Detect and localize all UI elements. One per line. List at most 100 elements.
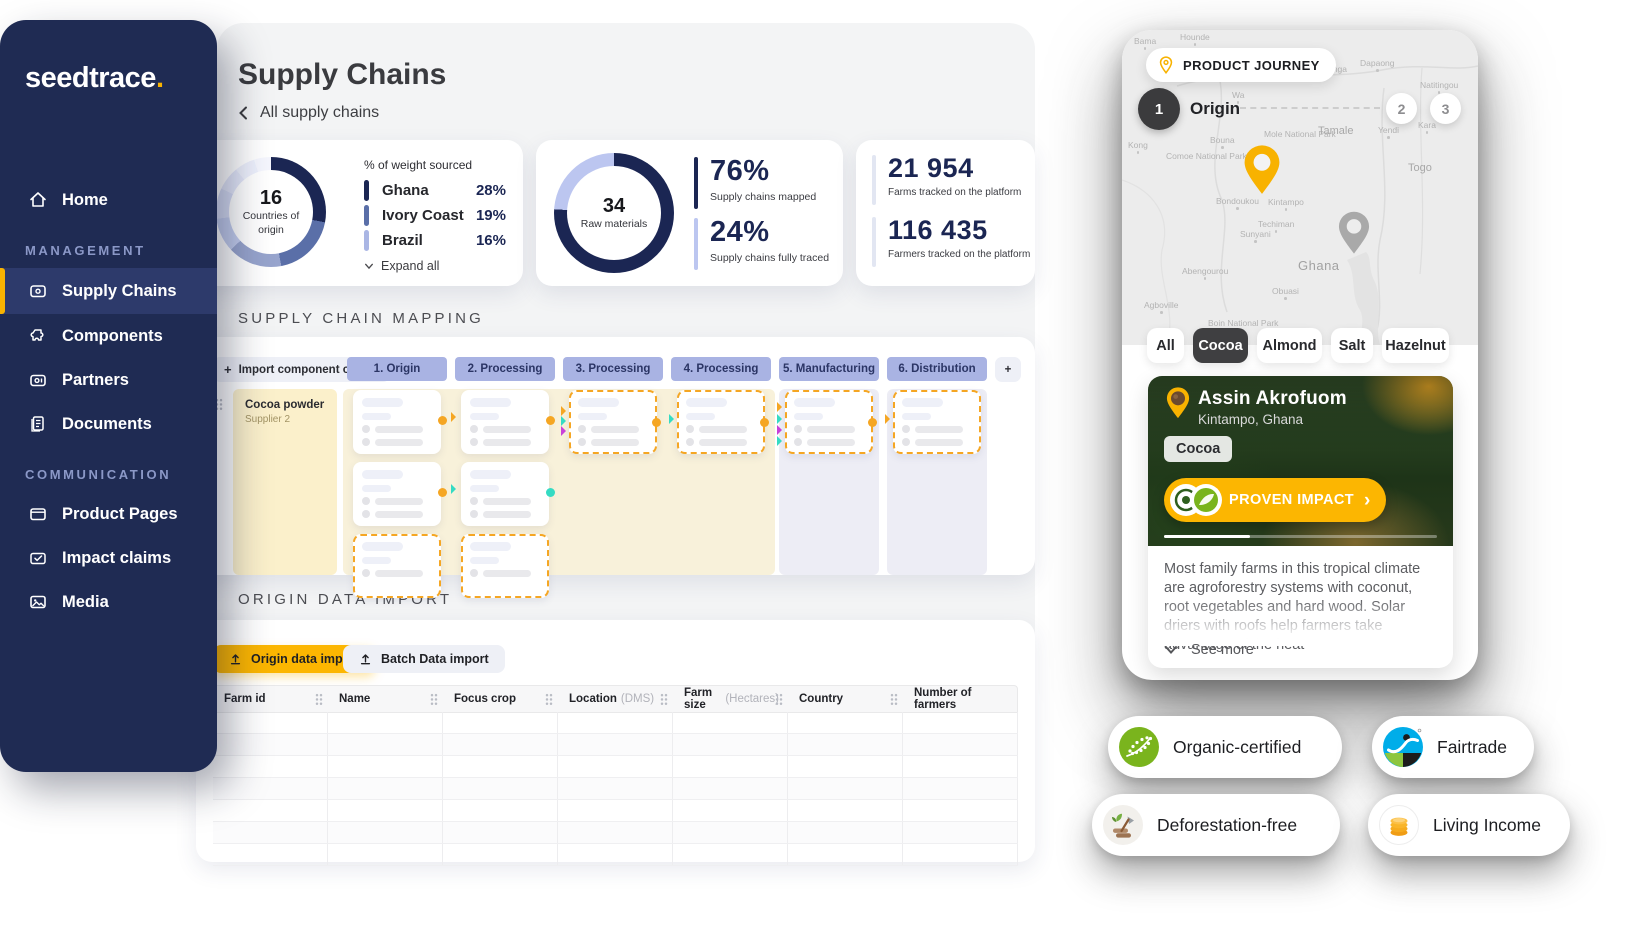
map[interactable]: Bama Hounde Bolgatanga Dapaong Wa Mole N… <box>1122 30 1478 345</box>
origin-map-pin[interactable] <box>1240 144 1284 196</box>
column-header-processing-2[interactable]: 2. Processing <box>455 357 555 381</box>
plus-icon: + <box>1004 363 1012 376</box>
filter-chip-hazelnut[interactable]: Hazelnut <box>1382 328 1449 363</box>
breadcrumb[interactable]: All supply chains <box>238 104 379 122</box>
map-label: Tamale <box>1318 125 1354 137</box>
column-header-number-of-farmers[interactable]: Number of farmers <box>914 687 972 711</box>
sidebar-item-label: Product Pages <box>62 504 178 523</box>
node-card[interactable] <box>353 462 447 526</box>
see-more-button[interactable]: See more <box>1164 642 1254 658</box>
filter-chip-all[interactable]: All <box>1147 328 1184 363</box>
proven-impact-button[interactable]: PROVEN IMPACT › <box>1164 478 1387 522</box>
badge-living-income[interactable]: Living Income <box>1368 794 1570 856</box>
column-header-manufacturing[interactable]: 5. Manufacturing <box>779 357 879 381</box>
column-header-distribution[interactable]: 6. Distribution <box>887 357 987 381</box>
secondary-map-pin[interactable] <box>1335 210 1373 256</box>
badge-fairtrade[interactable]: Fairtrade <box>1372 716 1534 778</box>
journey-step-3[interactable]: 3 <box>1430 93 1461 124</box>
column-drag-handle[interactable] <box>890 693 898 706</box>
farm-pin-badge <box>1166 387 1190 419</box>
legend-item: Ivory Coast 19% <box>364 203 506 228</box>
map-label: Wa <box>1232 90 1244 104</box>
sidebar-item-home[interactable]: Home <box>0 178 217 222</box>
node-card[interactable] <box>885 390 981 454</box>
impact-claims-icon <box>30 552 46 565</box>
materials-donut-chart: 34 Raw materials <box>554 153 674 273</box>
map-label: Dapaong <box>1360 58 1395 72</box>
node-card[interactable] <box>777 390 877 454</box>
badge-deforestation-free[interactable]: Deforestation-free <box>1092 794 1340 856</box>
connector-dot <box>438 488 447 497</box>
table-row <box>213 800 1018 822</box>
stat-card-materials: 34 Raw materials 76% Supply chains mappe… <box>536 140 843 286</box>
connector-arrow <box>777 425 787 435</box>
sidebar-item-product-pages[interactable]: Product Pages <box>0 492 217 536</box>
column-drag-handle[interactable] <box>315 693 323 706</box>
node-card[interactable] <box>353 390 447 454</box>
journey-step-1-label: Origin <box>1190 99 1241 118</box>
column-drag-handle[interactable] <box>545 693 553 706</box>
upload-icon <box>230 653 241 664</box>
sidebar-item-documents[interactable]: Documents <box>0 402 217 446</box>
sidebar: seedtrace. Home MANAGEMENT Supply Chains… <box>0 20 217 772</box>
node-card[interactable] <box>353 534 441 598</box>
node-card[interactable] <box>461 534 549 598</box>
map-label: Kong <box>1128 140 1148 154</box>
sidebar-item-impact-claims[interactable]: Impact claims <box>0 536 217 580</box>
sidebar-item-partners[interactable]: Partners <box>0 358 217 402</box>
donut-center: 16 Countries of origin <box>216 157 326 267</box>
column-header-processing-4[interactable]: 4. Processing <box>671 357 771 381</box>
sidebar-item-label: Documents <box>62 414 152 433</box>
chevron-down-icon <box>1165 646 1177 654</box>
map-label: Comoe National Park <box>1166 151 1247 161</box>
metric-farms: 21 954 Farms tracked on the platform <box>872 155 1021 205</box>
column-header-processing-3[interactable]: 3. Processing <box>563 357 663 381</box>
column-header-origin[interactable]: 1. Origin <box>347 357 447 381</box>
node-card[interactable] <box>451 462 555 526</box>
row-drag-handle[interactable] <box>215 398 223 411</box>
farm-card[interactable]: Assin Akrofuom Kintampo, Ghana Cocoa PRO… <box>1148 376 1453 668</box>
column-drag-handle[interactable] <box>775 693 783 706</box>
node-card[interactable] <box>669 390 769 454</box>
column-drag-handle[interactable] <box>660 693 668 706</box>
node-card[interactable] <box>561 390 661 454</box>
column-header-country[interactable]: Country <box>789 686 904 712</box>
table-row <box>213 712 1018 734</box>
component-name: Cocoa powder <box>245 399 325 411</box>
sidebar-item-supply-chains[interactable]: Supply Chains <box>0 268 217 314</box>
journey-dashed-line <box>1240 107 1380 109</box>
sidebar-item-label: Media <box>62 592 109 611</box>
sidebar-item-components[interactable]: Components <box>0 314 217 358</box>
component-row-label[interactable]: Cocoa powder Supplier 2 <box>233 389 337 575</box>
filter-chip-almond[interactable]: Almond <box>1257 328 1322 363</box>
column-header-farm-id[interactable]: Farm id <box>214 686 329 712</box>
column-header-location[interactable]: Location (DMS) <box>559 686 674 712</box>
materials-count: 34 <box>602 194 626 217</box>
filter-chip-salt[interactable]: Salt <box>1331 328 1373 363</box>
product-pages-icon <box>30 508 46 521</box>
journey-step-1[interactable]: 1 <box>1138 88 1180 130</box>
column-header-focus-crop[interactable]: Focus crop <box>444 686 559 712</box>
node-card[interactable] <box>451 390 555 454</box>
video-progress-bar[interactable] <box>1164 535 1437 538</box>
connector-arrow <box>777 436 787 446</box>
column-header-farm-size[interactable]: Farm size (Hectares) <box>674 686 789 712</box>
batch-data-import-button[interactable]: Batch Data import <box>343 645 505 673</box>
sidebar-item-media[interactable]: Media <box>0 580 217 624</box>
expand-all-button[interactable]: Expand all <box>364 259 506 273</box>
table-row <box>213 756 1018 778</box>
journey-step-2[interactable]: 2 <box>1386 93 1417 124</box>
filter-chip-cocoa[interactable]: Cocoa <box>1193 328 1248 363</box>
connector-arrow <box>561 416 571 426</box>
page-title: Supply Chains <box>238 58 447 91</box>
column-drag-handle[interactable] <box>430 693 438 706</box>
connector-dot <box>546 416 555 425</box>
column-header-name[interactable]: Name <box>329 686 444 712</box>
metric-farmers: 116 435 Farmers tracked on the platform <box>872 217 1030 267</box>
map-label: Togo <box>1408 162 1432 174</box>
badge-organic-certified[interactable]: Organic-certified <box>1108 716 1342 778</box>
legend-color-bar <box>364 205 369 226</box>
certification-badges <box>1169 483 1222 517</box>
add-column-button[interactable]: + <box>995 357 1021 382</box>
